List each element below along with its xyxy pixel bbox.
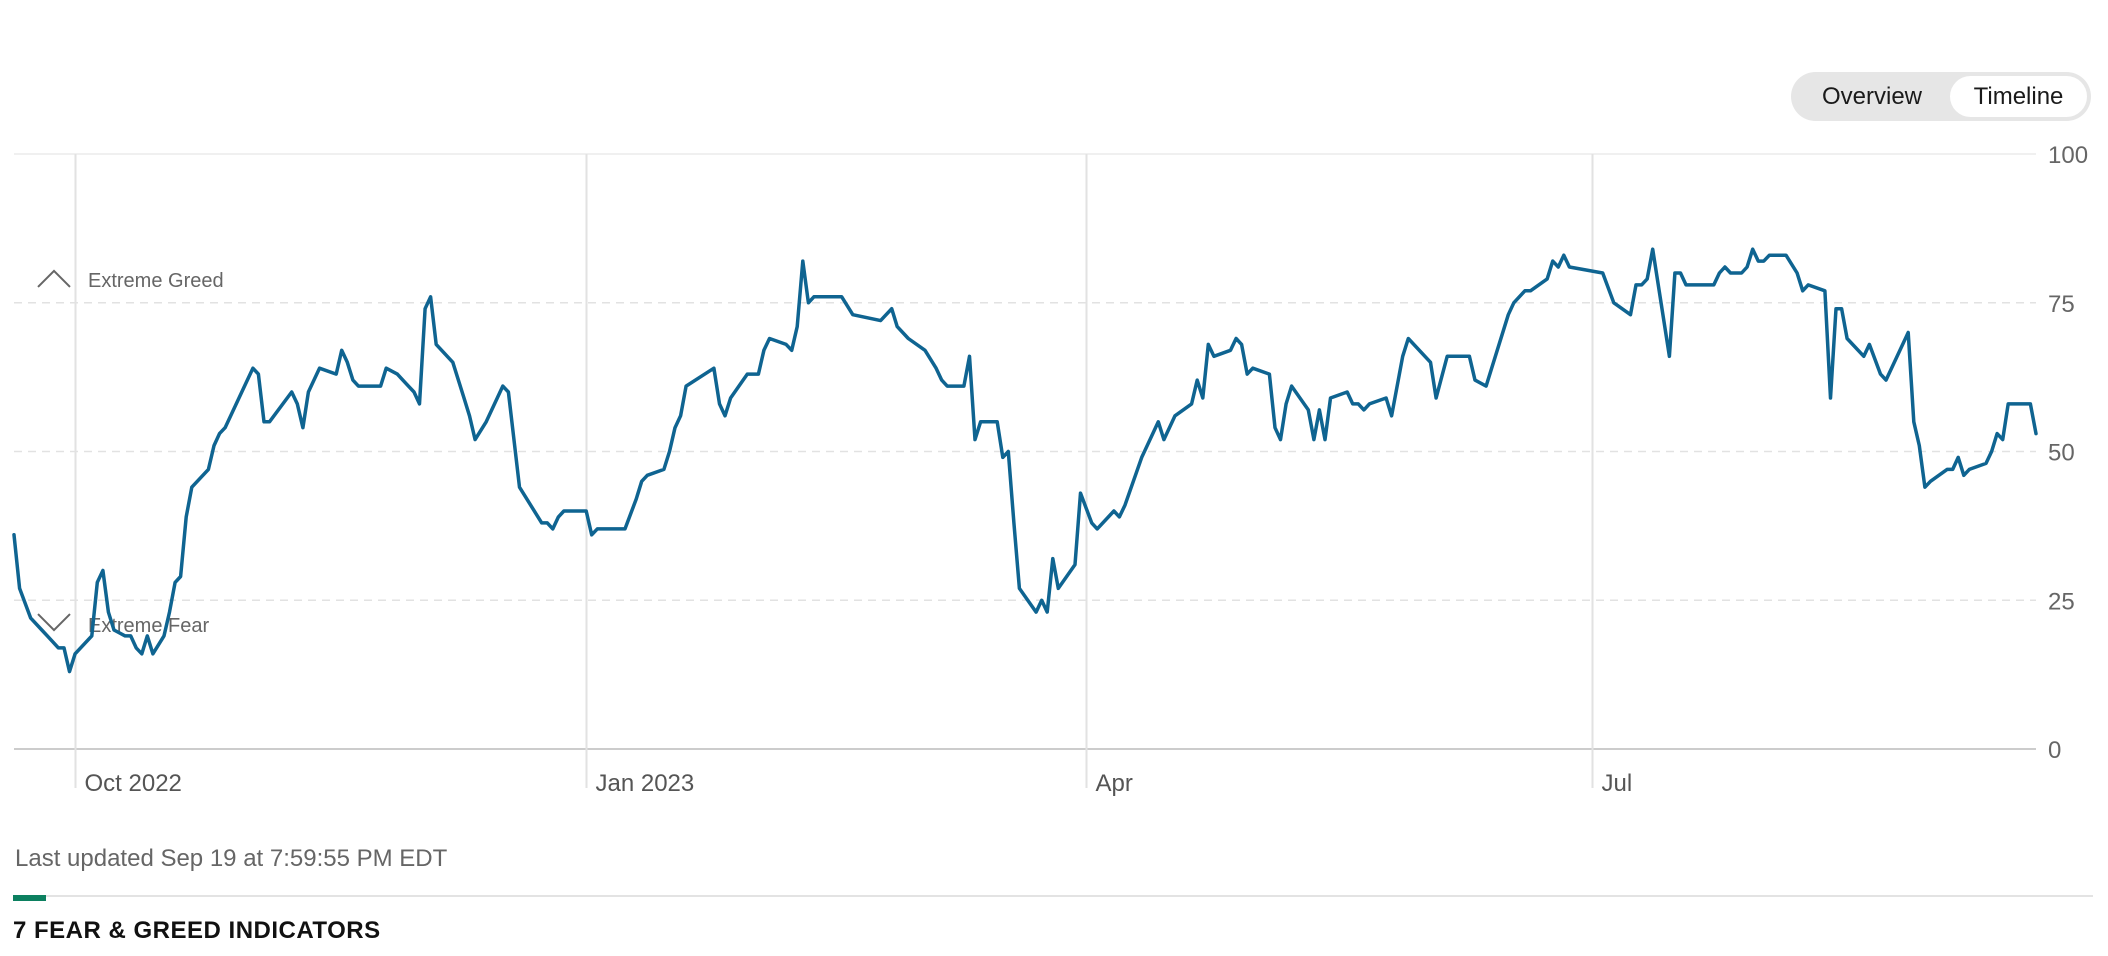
y-tick-label: 100 bbox=[2048, 142, 2088, 169]
x-tick-label: Jul bbox=[1602, 770, 1633, 797]
last-updated-text: Last updated Sep 19 at 7:59:55 PM EDT bbox=[15, 845, 448, 872]
extreme-greed-label: Extreme Greed bbox=[88, 270, 224, 292]
chevron-up-icon bbox=[37, 269, 71, 288]
extreme-fear-label: Extreme Fear bbox=[88, 615, 209, 637]
fear-greed-timeline-chart: 0 25 50 75 100 Oct 2022 Jan 2023 Apr Jul Extreme … bbox=[12, 142, 2088, 797]
y-tick-label: 25 bbox=[2048, 588, 2075, 615]
section-heading: 7 FEAR & GREED INDICATORS bbox=[13, 917, 381, 944]
y-tick-label: 75 bbox=[2048, 291, 2075, 318]
view-toggle: Overview Timeline bbox=[1791, 72, 2091, 121]
x-tick-label: Apr bbox=[1096, 770, 1133, 797]
series-line bbox=[12, 247, 2038, 674]
y-tick-label: 50 bbox=[2048, 440, 2075, 467]
chevron-down-icon bbox=[37, 613, 71, 632]
section-divider bbox=[13, 895, 2093, 897]
y-tick-label: 0 bbox=[2048, 737, 2061, 764]
tab-timeline[interactable]: Timeline bbox=[1950, 76, 2087, 117]
tab-overview[interactable]: Overview bbox=[1821, 83, 1923, 110]
section-accent-bar bbox=[13, 895, 46, 901]
x-tick-label: Oct 2022 bbox=[85, 770, 182, 797]
x-tick-label: Jan 2023 bbox=[596, 770, 695, 797]
